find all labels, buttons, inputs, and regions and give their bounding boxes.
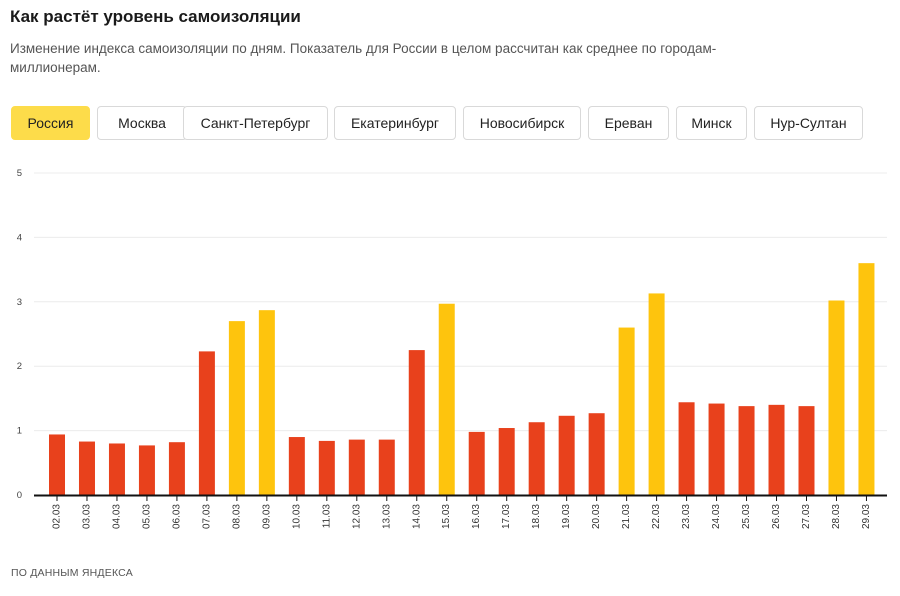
tab-minsk[interactable]: Минск — [676, 106, 747, 140]
bar — [288, 437, 305, 495]
x-tick-label: 14.03 — [411, 504, 422, 529]
x-tick-label: 24.03 — [711, 504, 722, 529]
bar — [168, 442, 185, 495]
page-title: Как растёт уровень самоизоляции — [10, 7, 301, 26]
x-tick-label: 04.03 — [111, 504, 122, 529]
x-tick-label: 29.03 — [861, 504, 872, 529]
bar — [708, 403, 725, 495]
bar — [618, 327, 635, 495]
bar — [378, 439, 395, 495]
x-tick-label: 27.03 — [801, 504, 812, 529]
bar — [258, 310, 275, 495]
x-tick-label: 18.03 — [531, 504, 542, 529]
x-tick-label: 28.03 — [831, 504, 842, 529]
bar — [498, 428, 515, 495]
bar — [49, 434, 65, 495]
bar — [828, 300, 845, 495]
tab-moscow[interactable]: Москва — [97, 106, 187, 140]
tab-nur-sultan[interactable]: Нур-Султан — [754, 106, 863, 140]
tab-yekaterinburg[interactable]: Екатеринбург — [334, 106, 456, 140]
x-tick-label: 02.03 — [52, 504, 63, 529]
x-tick-label: 16.03 — [471, 504, 482, 529]
x-tick-label: 22.03 — [651, 504, 662, 529]
bar — [438, 303, 455, 495]
bar — [348, 439, 365, 495]
bar — [798, 406, 815, 495]
bar — [198, 351, 215, 495]
tab-russia[interactable]: Россия — [11, 106, 90, 140]
bar — [108, 443, 125, 495]
y-tick-label: 1 — [17, 426, 22, 437]
x-tick-label: 09.03 — [261, 504, 272, 529]
x-tick-label: 08.03 — [231, 504, 242, 529]
bar — [228, 321, 245, 495]
bar — [588, 413, 605, 495]
x-tick-label: 10.03 — [291, 504, 302, 529]
y-tick-label: 5 — [17, 168, 22, 179]
x-tick-label: 19.03 — [561, 504, 572, 529]
page-subtitle: Изменение индекса самоизоляции по дням. … — [10, 41, 717, 75]
self-isolation-bar-chart: 0 1 2 3 4 5 02.03 03.03 04.03 05.03 06.03 07.03 08.0… — [17, 168, 887, 529]
bar — [408, 350, 425, 495]
bar — [738, 406, 755, 495]
tab-yerevan[interactable]: Ереван — [588, 106, 669, 140]
bar — [858, 263, 875, 495]
x-tick-label: 25.03 — [741, 504, 752, 529]
x-tick-label: 11.03 — [321, 504, 332, 529]
y-tick-label: 2 — [17, 361, 22, 372]
x-tick-label: 03.03 — [81, 504, 92, 529]
x-tick-label: 17.03 — [501, 504, 512, 529]
bar — [318, 440, 335, 495]
bar — [138, 445, 155, 495]
bar — [678, 402, 695, 495]
x-tick-label: 05.03 — [141, 504, 152, 529]
bar — [78, 441, 95, 495]
bar — [768, 404, 785, 495]
y-tick-label: 3 — [17, 297, 22, 308]
bar — [558, 415, 575, 495]
source-note: ПО ДАННЫМ ЯНДЕКСА — [11, 567, 133, 579]
y-tick-label: 4 — [17, 232, 22, 243]
bar — [468, 431, 485, 495]
x-tick-label: 12.03 — [351, 504, 362, 529]
x-tick-label: 13.03 — [381, 504, 392, 529]
x-tick-label: 07.03 — [201, 504, 212, 529]
x-tick-label: 20.03 — [591, 504, 602, 529]
x-tick-label: 21.03 — [621, 504, 632, 529]
y-tick-label: 0 — [17, 490, 22, 501]
x-tick-label: 15.03 — [441, 504, 452, 529]
tab-novosibirsk[interactable]: Новосибирск — [463, 106, 581, 140]
x-tick-label: 06.03 — [171, 504, 182, 529]
x-tick-label: 23.03 — [681, 504, 692, 529]
x-tick-label: 26.03 — [771, 504, 782, 529]
bar — [528, 422, 545, 495]
tab-saint-petersburg[interactable]: Санкт-Петербург — [183, 106, 328, 140]
bar — [648, 293, 665, 495]
